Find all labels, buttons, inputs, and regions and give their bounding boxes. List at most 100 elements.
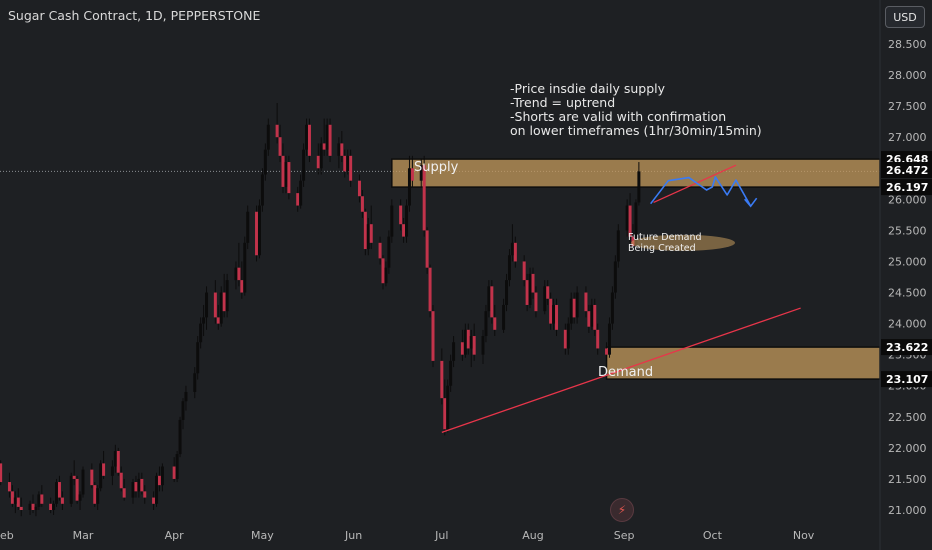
candle-body [113,450,117,467]
x-tick-label: Jun [344,529,362,542]
candle-body [613,261,617,293]
x-tick-label: May [251,529,274,542]
candle-body [266,124,270,150]
candle-body [222,292,226,312]
y-tick-label: 28.500 [888,38,927,51]
candle-body [278,137,282,156]
candle-body [490,286,494,318]
candle-body [213,292,217,318]
candle-body [260,174,264,206]
candle-body [319,143,323,169]
candle-body [575,292,579,318]
candle-body [257,205,261,256]
candle-body [193,373,197,392]
x-tick-label: Nov [793,529,815,542]
candles-layer [0,103,641,517]
candle-body [102,463,106,476]
candle-body [410,168,414,181]
candle-body [387,236,391,268]
y-tick-label: 21.500 [888,473,927,486]
candle-body [110,466,114,476]
candle-body [549,298,553,324]
future-demand-label: Future Demand Being Created [628,232,702,254]
candle-body [90,469,94,486]
candle-body [584,292,588,312]
candle-body [19,506,23,510]
candle-body [243,242,247,293]
price-tag-label: 26.472 [886,164,928,177]
y-tick-label: 21.000 [888,504,927,517]
candle-body [378,242,382,259]
candle-body [534,292,538,312]
candle-body [546,286,550,299]
candle-body [449,360,453,386]
candle-body [7,482,11,492]
candle-body [343,155,347,172]
candle-body [555,304,559,330]
candle-body [593,304,597,330]
candle-body [493,317,497,330]
y-tick-label: 22.000 [888,442,927,455]
candle-body [184,391,188,402]
candle-body [469,336,473,349]
y-tick-label: 28.000 [888,69,927,82]
candle-body [563,329,567,349]
candle-body [502,304,506,330]
candle-body [587,311,591,327]
candle-body [178,419,182,455]
candle-body [610,292,614,324]
candle-body [96,488,100,504]
candle-body [234,267,238,281]
price-tag-bg [881,179,932,196]
candle-body [131,482,135,498]
candle-body [263,149,267,175]
candle-body [69,475,73,504]
candle-body [360,196,364,212]
candle-body [446,385,450,430]
candle-body [287,162,291,194]
y-tick-label: 27.500 [888,100,927,113]
candle-body [216,317,220,324]
candle-body [340,143,344,156]
y-tick-label: 26.000 [888,193,927,206]
candle-body [463,329,467,355]
candle-body [425,230,429,268]
candle-body [325,124,329,150]
candle-body [346,155,350,172]
candle-body [296,193,300,206]
price-tag-label: 23.622 [886,341,928,354]
candle-body [531,273,535,293]
candle-body [116,450,120,473]
candle-body [122,488,126,498]
candle-body [443,398,447,430]
candle-body [402,224,406,237]
candle-body [328,124,332,156]
candle-body [255,211,259,256]
candle-body [137,478,141,492]
candle-body [49,503,53,510]
y-tick-label: 22.500 [888,411,927,424]
x-tick-label: Apr [165,529,185,542]
x-tick-label: Mar [73,529,94,542]
candle-body [525,280,529,305]
candle-body [119,472,123,489]
candle-body [390,205,394,237]
price-tag-label: 23.107 [886,373,928,386]
candle-body [381,258,385,284]
currency-button[interactable]: USD [885,6,925,28]
candle-body [510,242,514,256]
uptrend-line [441,307,801,433]
candle-body [384,267,388,284]
candle-body [605,348,609,355]
candle-body [322,143,326,150]
candle-body [569,298,573,324]
candle-body [302,149,306,181]
candle-body [616,230,620,262]
candle-body [452,342,456,361]
y-tick-label: 27.000 [888,131,927,144]
chart-title: Sugar Cash Contract, 1D, PEPPERSTONE [8,8,261,23]
candle-body [175,454,179,479]
tradingview-logo-icon[interactable]: ⚡ [610,498,634,522]
